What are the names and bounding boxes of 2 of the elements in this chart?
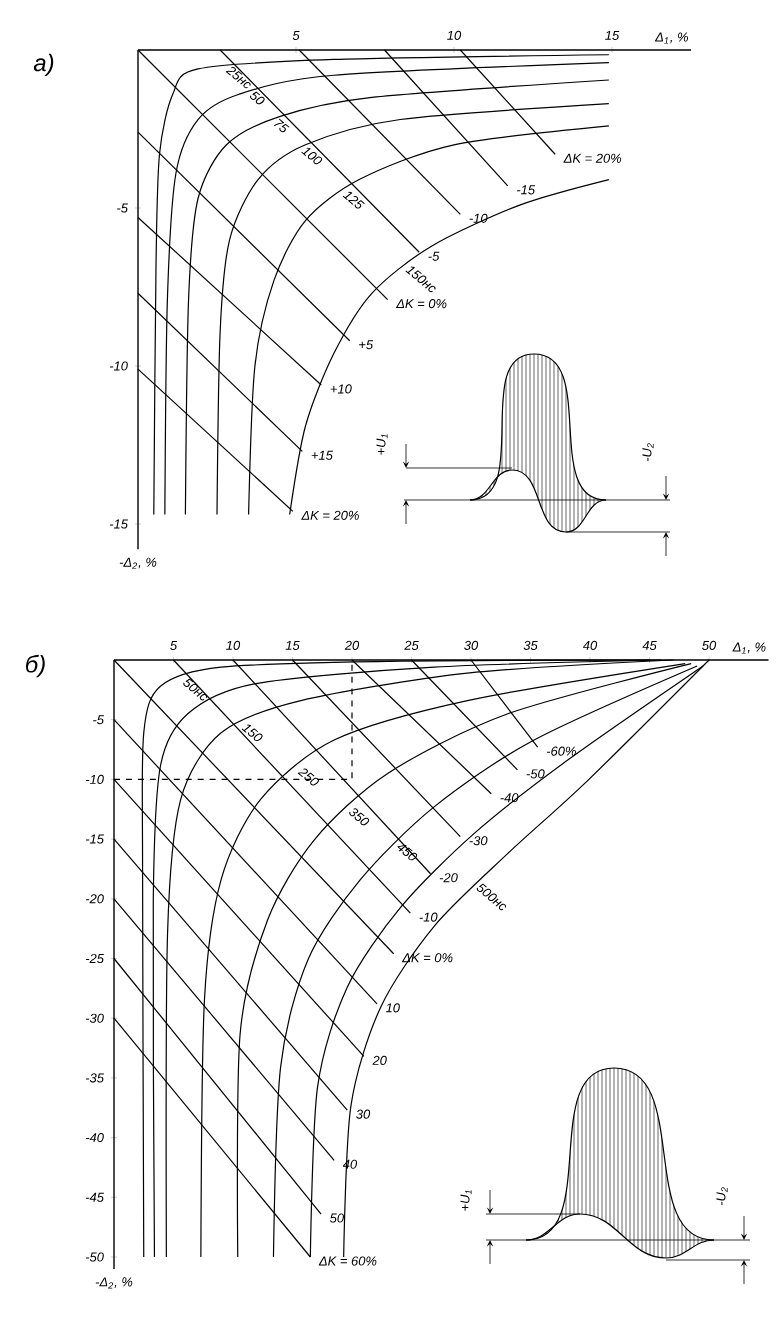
chart-title: б) — [25, 654, 45, 678]
chart-title: а) — [33, 53, 54, 77]
